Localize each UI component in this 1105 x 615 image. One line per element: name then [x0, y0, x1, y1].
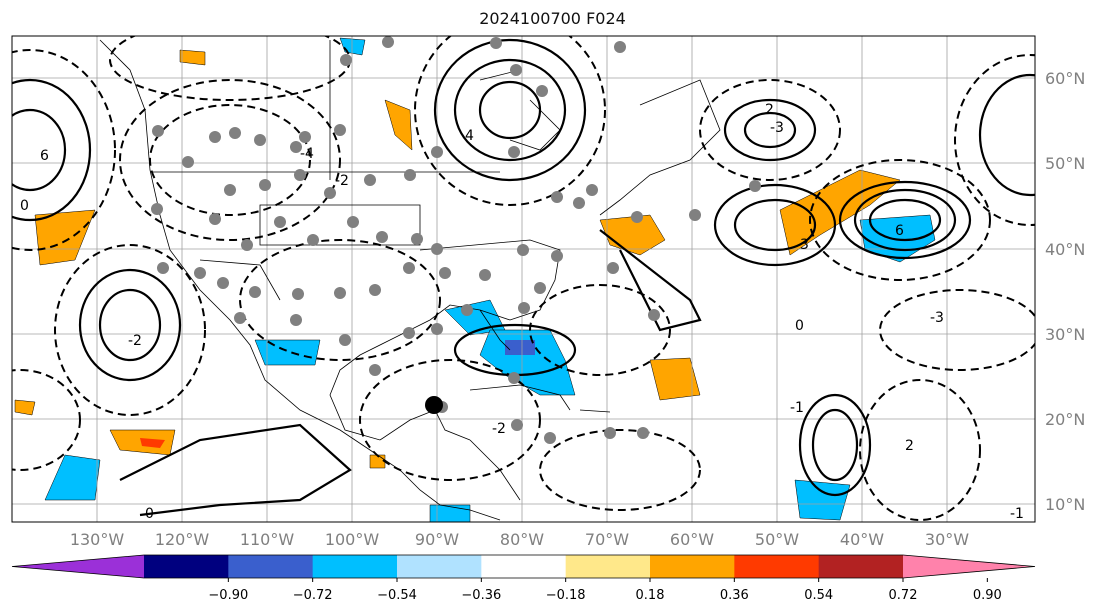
colorbar-swatch — [734, 555, 820, 578]
longitude-labels: 130°W 120°W 110°W 100°W 90°W 80°W 70°W 6… — [70, 530, 969, 549]
svg-text:40°W: 40°W — [840, 530, 884, 549]
colorbar: −0.90 −0.72 −0.54 −0.36 −0.18 0.18 0.36 0.54 0.7… — [11, 554, 1036, 603]
svg-text:30°N: 30°N — [1045, 325, 1085, 344]
svg-text:6: 6 — [895, 223, 904, 239]
svg-text:2: 2 — [905, 438, 914, 454]
svg-text:-1: -1 — [790, 400, 804, 416]
svg-text:20°N: 20°N — [1045, 410, 1085, 429]
svg-text:60°N: 60°N — [1045, 69, 1085, 88]
colorbar-tick-label: −0.72 — [293, 588, 333, 603]
svg-text:-3: -3 — [770, 120, 784, 136]
coastlines — [99, 39, 721, 521]
svg-text:120°W: 120°W — [155, 530, 210, 549]
svg-text:90°W: 90°W — [415, 530, 459, 549]
svg-text:0: 0 — [795, 318, 804, 334]
svg-text:40°N: 40°N — [1045, 240, 1085, 259]
latitude-labels: 60°N 50°N 40°N 30°N 20°N 10°N — [1045, 69, 1085, 514]
svg-text:3: 3 — [800, 237, 809, 253]
colorbar-tick-label: 0.54 — [804, 588, 833, 603]
colorbar-swatch — [312, 555, 398, 578]
colorbar-tick-label: −0.54 — [377, 588, 417, 603]
colorbar-swatch — [565, 555, 651, 578]
svg-text:60°W: 60°W — [670, 530, 714, 549]
colorbar-swatch — [818, 555, 904, 578]
svg-text:2: 2 — [765, 102, 774, 118]
contours — [12, 36, 1035, 521]
svg-text:100°W: 100°W — [325, 530, 380, 549]
svg-text:80°W: 80°W — [500, 530, 544, 549]
colorbar-swatch — [228, 555, 314, 578]
svg-text:-2: -2 — [492, 421, 506, 437]
svg-text:130°W: 130°W — [70, 530, 125, 549]
observation-markers — [151, 36, 761, 444]
svg-text:50°W: 50°W — [755, 530, 799, 549]
colorbar-swatch — [481, 555, 567, 578]
colorbar-outline — [11, 554, 1036, 579]
colorbar-swatch — [650, 555, 735, 578]
shaded-regions — [14, 37, 936, 522]
colorbar-tick-label: −0.36 — [461, 588, 501, 603]
svg-text:-3: -3 — [930, 310, 944, 326]
colorbar-swatch — [144, 555, 229, 578]
map-background — [12, 36, 1035, 522]
svg-text:70°W: 70°W — [585, 530, 629, 549]
colorbar-extend-high — [903, 555, 1035, 578]
svg-text:4: 4 — [465, 128, 474, 144]
colorbar-tick-label: 0.90 — [973, 588, 1002, 603]
colorbar-tick-label: −0.18 — [546, 588, 586, 603]
svg-text:110°W: 110°W — [240, 530, 295, 549]
svg-text:0: 0 — [20, 198, 29, 214]
colorbar-extend-low — [12, 555, 144, 578]
svg-text:-1: -1 — [1010, 506, 1024, 522]
colorbar-tick-label: 0.36 — [720, 588, 749, 603]
colorbar-tick-label: 0.18 — [636, 588, 665, 603]
colorbar-tick-label: −0.90 — [208, 588, 248, 603]
map-title: 2024100700 F024 — [479, 9, 626, 28]
svg-text:0: 0 — [145, 506, 154, 522]
svg-text:50°N: 50°N — [1045, 154, 1085, 173]
svg-text:6: 6 — [40, 148, 49, 164]
svg-text:-2: -2 — [128, 333, 142, 349]
svg-text:30°W: 30°W — [925, 530, 969, 549]
storm-center-marker — [425, 396, 443, 414]
map-frame — [11, 35, 1036, 523]
contour-labels: 0 -2 4 6 2 -3 -4 -2 3 6 -3 0 -1 2 -2 0 -… — [20, 102, 1024, 522]
svg-text:-2: -2 — [335, 173, 349, 189]
colorbar-swatch — [397, 555, 482, 578]
svg-text:-4: -4 — [300, 146, 314, 162]
svg-text:10°N: 10°N — [1045, 495, 1085, 514]
colorbar-tick-label: 0.72 — [889, 588, 918, 603]
